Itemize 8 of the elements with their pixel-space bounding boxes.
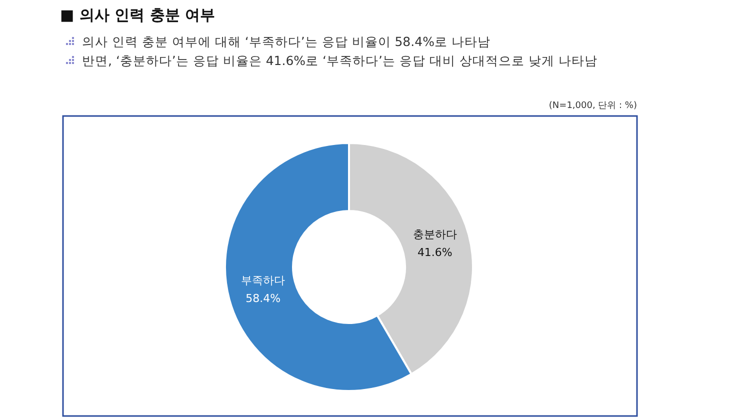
chart-title: ■ 의사 인력 충분 여부: [60, 6, 216, 24]
chart-subtitle: 의사 인력 충분 여부에 대해 ‘부족하다’는 응답 비율이 58.4%로 나타남: [82, 34, 490, 49]
data-label: 58.4%: [246, 292, 281, 306]
text: 반면, ‘충분하다’는 응답 비율은 41.6%로 ‘부족하다’는 응답 대비 상대적으로 낮게 나타남: [82, 53, 598, 68]
data-label: 41.6%: [417, 246, 452, 259]
slice-label: 부족하다: [241, 274, 286, 288]
slice-label: 충분하다: [412, 228, 457, 241]
text: (N=1,000, 단위 : %): [548, 101, 637, 111]
